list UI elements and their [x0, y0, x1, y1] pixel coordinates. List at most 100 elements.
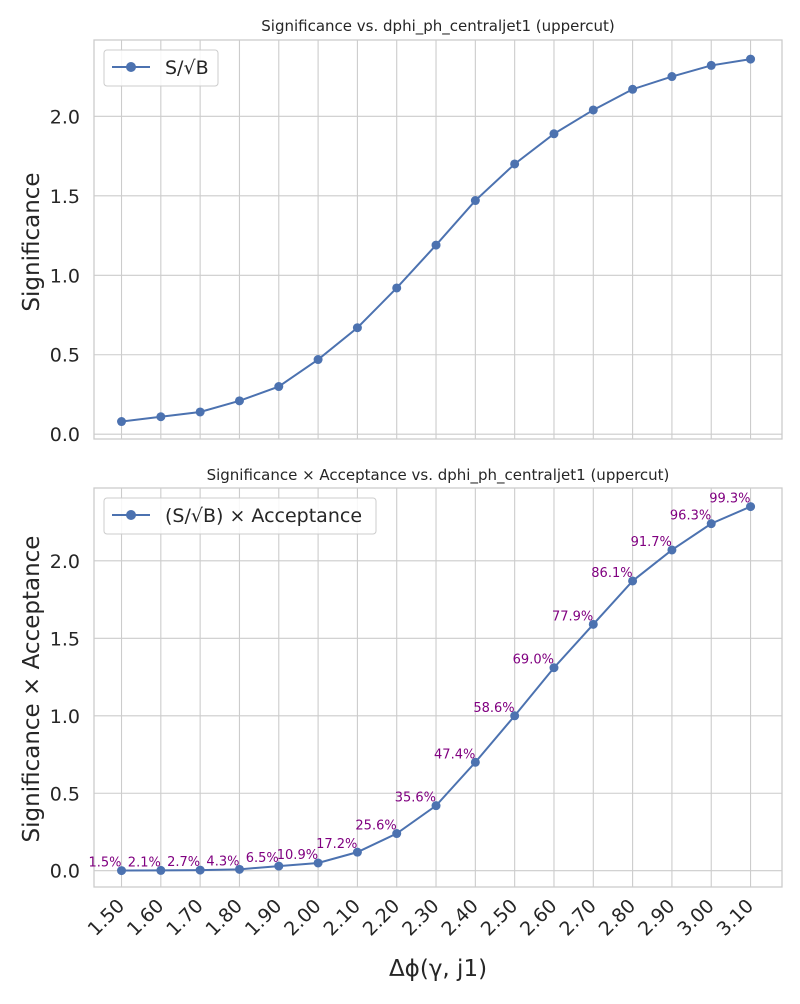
data-point: [352, 847, 362, 857]
acceptance-annotation: 69.0%: [513, 653, 554, 668]
acceptance-annotation: 77.9%: [552, 609, 593, 624]
acceptance-annotation: 91.7%: [631, 535, 672, 550]
data-point: [588, 105, 598, 115]
y-axis-label: Significance × Acceptance: [19, 536, 45, 843]
x-tick-label: 2.60: [516, 895, 561, 940]
x-tick-label: 2.40: [437, 895, 482, 940]
data-point: [746, 54, 756, 64]
data-point: [274, 382, 284, 392]
x-tick-label: 1.50: [84, 895, 129, 940]
data-point: [195, 407, 205, 417]
x-axis-label: Δϕ(γ, j1): [389, 956, 487, 982]
y-tick-label: 2.0: [50, 551, 80, 573]
y-tick-label: 1.5: [50, 186, 80, 208]
data-point: [470, 757, 480, 767]
data-point: [352, 323, 362, 333]
acceptance-annotation: 35.6%: [395, 791, 436, 806]
series-group: [117, 502, 756, 876]
y-tick-label: 1.5: [50, 628, 80, 650]
data-point: [549, 663, 559, 673]
acceptance-annotation: 10.9%: [277, 848, 318, 863]
data-point: [392, 283, 402, 293]
grid-lines: [94, 488, 782, 887]
plot-frame: [93, 39, 783, 440]
x-tick-label: 1.90: [241, 895, 286, 940]
y-tick-label: 0.5: [50, 345, 80, 367]
acceptance-annotation: 2.7%: [167, 855, 200, 870]
acceptance-annotation: 2.1%: [128, 855, 161, 870]
x-tick-label: 2.80: [595, 895, 640, 940]
data-point: [156, 865, 166, 875]
plot-frame: [93, 487, 783, 888]
acceptance-annotation: 86.1%: [591, 566, 632, 581]
y-tick-label: 1.0: [50, 265, 80, 287]
data-point: [706, 519, 716, 529]
data-point: [706, 60, 716, 70]
y-tick-label: 2.0: [50, 106, 80, 128]
x-tick-label: 1.70: [162, 895, 207, 940]
legend-box: [103, 49, 219, 87]
legend: S/√B: [103, 49, 219, 87]
data-point: [195, 865, 205, 875]
data-point: [313, 355, 323, 365]
x-tick-label: 2.50: [477, 895, 522, 940]
acceptance-annotation: 96.3%: [670, 509, 711, 524]
y-tick-labels: 0.0 0.5 1.0 1.5 2.0: [50, 551, 80, 883]
acceptance-annotation: 17.2%: [316, 837, 357, 852]
x-tick-label: 3.00: [673, 895, 718, 940]
x-tick-label: 2.90: [634, 895, 679, 940]
legend-marker-swatch: [126, 62, 136, 72]
significance-acceptance-panel: Significance × Acceptance vs. dphi_ph_ce…: [19, 466, 783, 982]
x-tick-label: 1.60: [123, 895, 168, 940]
data-point: [117, 866, 127, 876]
data-point: [156, 412, 166, 422]
data-point: [510, 711, 520, 721]
x-tick-label: 2.00: [280, 895, 325, 940]
x-tick-label: 2.20: [359, 895, 404, 940]
legend-marker-swatch: [126, 510, 136, 520]
data-point: [746, 502, 756, 512]
legend-box: [103, 497, 377, 535]
data-point: [431, 240, 441, 250]
acceptance-annotation: 99.3%: [709, 492, 750, 507]
data-point: [313, 858, 323, 868]
y-tick-label: 0.0: [50, 861, 80, 883]
x-tick-label: 2.70: [555, 895, 600, 940]
y-tick-label: 0.5: [50, 783, 80, 805]
data-point: [549, 129, 559, 139]
x-tick-label: 2.10: [319, 895, 364, 940]
data-point: [667, 72, 677, 82]
acceptance-annotation: 58.6%: [473, 701, 514, 716]
chart-title: Significance vs. dphi_ph_centraljet1 (up…: [261, 17, 614, 36]
y-tick-label: 0.0: [50, 424, 80, 446]
legend-label: (S/√B) × Acceptance: [165, 505, 362, 527]
data-point: [274, 861, 284, 871]
data-point: [117, 417, 127, 427]
chart-title: Significance × Acceptance vs. dphi_ph_ce…: [207, 466, 670, 485]
legend: (S/√B) × Acceptance: [103, 497, 377, 535]
x-tick-label: 2.30: [398, 895, 443, 940]
data-point: [470, 196, 480, 206]
acceptance-annotation: 6.5%: [246, 851, 279, 866]
x-tick-label: 3.10: [713, 895, 758, 940]
y-tick-labels: 0.0 0.5 1.0 1.5 2.0: [50, 106, 80, 446]
data-point: [392, 829, 402, 839]
data-point: [234, 864, 244, 874]
data-point: [588, 619, 598, 629]
data-point: [628, 576, 638, 586]
significance-panel: Significance vs. dphi_ph_centraljet1 (up…: [19, 17, 783, 446]
legend-label: S/√B: [165, 57, 209, 79]
acceptance-annotations: 1.5% 2.1% 2.7% 4.3% 6.5%10.9%17.2% 25.6% 35.6%…: [88, 492, 750, 871]
x-tick-label: 1.80: [202, 895, 247, 940]
series-group: [117, 54, 756, 427]
acceptance-annotation: 25.6%: [355, 819, 396, 834]
acceptance-annotation: 47.4%: [434, 747, 475, 762]
x-tick-labels: 1.501.601.701.801.902.002.102.202.302.40…: [84, 895, 759, 940]
data-point: [628, 84, 638, 94]
y-tick-label: 1.0: [50, 706, 80, 728]
data-point: [667, 545, 677, 555]
acceptance-annotation: 4.3%: [206, 854, 239, 869]
grid-lines: [94, 40, 782, 439]
